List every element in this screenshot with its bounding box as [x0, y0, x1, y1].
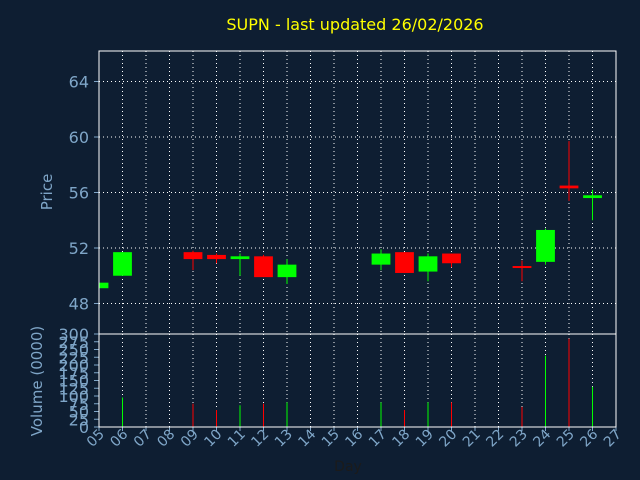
- volume-bars: [122, 338, 593, 427]
- volume-tick-label: 225: [58, 348, 89, 367]
- volume-tick-label: 200: [58, 356, 89, 375]
- x-tick-label: 17: [366, 427, 390, 451]
- candle-body: [418, 256, 438, 272]
- candles: [98, 141, 602, 289]
- volume-axis-label: Volume (0000): [28, 326, 46, 436]
- x-tick-label: 12: [248, 427, 272, 451]
- x-tick-label: 18: [389, 427, 413, 451]
- candle-body: [559, 185, 579, 189]
- volume-tick-label: 125: [58, 379, 89, 398]
- x-tick-label: 14: [295, 426, 319, 450]
- x-tick-label: 08: [154, 427, 178, 451]
- volume-grid: [98, 334, 617, 427]
- x-tick-label: 07: [131, 427, 155, 451]
- x-tick-label: 26: [577, 426, 601, 450]
- x-tick-label: 06: [107, 426, 131, 450]
- chart-title: SUPN - last updated 26/02/2026: [226, 15, 483, 34]
- x-ticks: 05 06 07 08 09 10 11 12 13 14 15 16 17 18 19 20 21 22 23 24…: [84, 426, 625, 450]
- x-tick-label: 15: [319, 427, 343, 451]
- x-axis-label: Day: [334, 459, 362, 475]
- volume-tick-label: 275: [58, 333, 89, 352]
- x-tick-label: 23: [507, 427, 531, 451]
- volume-tick-label: 175: [58, 364, 89, 383]
- price-tick-label: 56: [69, 184, 89, 203]
- x-tick-label: 20: [436, 427, 460, 451]
- price-grid: [98, 51, 617, 334]
- volume-tick-label: 25: [69, 410, 89, 429]
- price-y-ticks: 48 52 56 60 64: [69, 73, 99, 313]
- x-tick-label: 11: [225, 427, 249, 451]
- price-axis-label: Price: [38, 174, 56, 211]
- candle-body: [230, 256, 250, 260]
- volume-tick-label: 75: [69, 395, 89, 414]
- candle-body: [371, 253, 391, 265]
- price-tick-label: 60: [69, 128, 89, 147]
- volume-tick-label: 100: [58, 387, 89, 406]
- x-tick-label: 10: [201, 427, 225, 451]
- price-tick-label: 64: [69, 73, 89, 92]
- x-tick-label: 21: [460, 427, 484, 451]
- x-tick-label: 13: [272, 427, 296, 451]
- volume-tick-label: 250: [58, 341, 89, 360]
- price-tick-label: 48: [69, 294, 89, 313]
- x-tick-label: 09: [178, 427, 202, 451]
- candle-body: [207, 254, 226, 260]
- volume-tick-label: 0: [79, 418, 89, 437]
- candle-body: [277, 264, 297, 278]
- x-tick-label: 25: [554, 427, 578, 451]
- candle-body: [442, 253, 461, 264]
- candle-body: [395, 252, 414, 273]
- volume-tick-label: 300: [58, 325, 89, 344]
- x-tick-label: 19: [413, 427, 437, 451]
- x-tick-label: 22: [483, 427, 507, 451]
- x-tick-label: 16: [342, 426, 366, 450]
- candle-body: [536, 229, 555, 262]
- candle-body: [183, 252, 203, 260]
- volume-panel-frame: [98, 333, 617, 428]
- volume-tick-label: 150: [58, 372, 89, 391]
- x-tick-label: 27: [601, 427, 625, 451]
- candle-body: [583, 195, 602, 199]
- candle-body: [113, 252, 132, 276]
- candle-body: [512, 266, 532, 269]
- volume-tick-label: 50: [69, 403, 89, 422]
- x-tick-label: 24: [530, 426, 554, 450]
- candle-body: [254, 256, 273, 278]
- candle-body: [99, 282, 109, 289]
- price-tick-label: 52: [69, 239, 89, 258]
